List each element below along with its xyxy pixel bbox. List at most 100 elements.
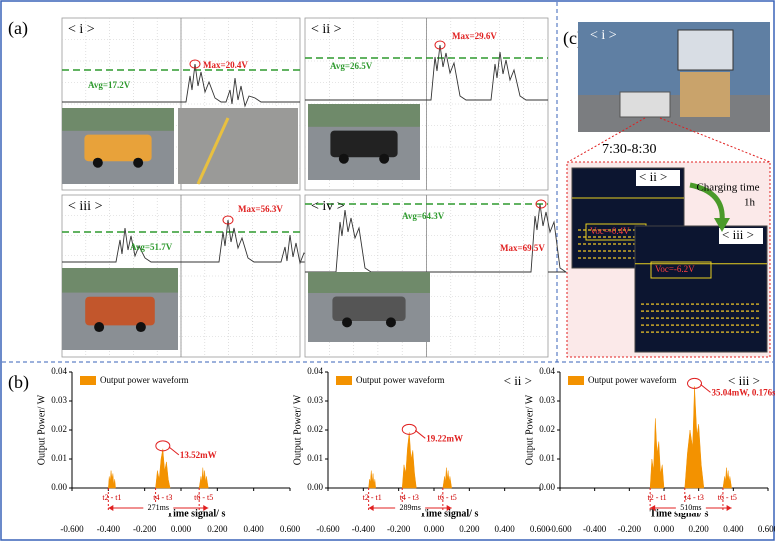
x-tick-label: -0.200 bbox=[133, 524, 157, 534]
max-label: Max=69.5V bbox=[500, 243, 545, 253]
x-tick-label: -0.600 bbox=[548, 524, 572, 534]
wheel bbox=[93, 158, 103, 168]
y-tick-label: 0.04 bbox=[307, 366, 323, 376]
interval-label: t6 - t5 bbox=[194, 493, 213, 502]
peak-label: 35.04mW, 0.176s bbox=[712, 387, 775, 397]
instrument bbox=[620, 92, 670, 117]
x-tick-label: 0.000 bbox=[171, 524, 192, 534]
y-tick-label: 0.03 bbox=[307, 395, 323, 405]
y-axis-label: Output Power/ W bbox=[36, 394, 47, 465]
y-tick-label: 0.00 bbox=[539, 482, 555, 492]
wheel bbox=[136, 322, 146, 332]
y-tick-label: 0.03 bbox=[539, 395, 555, 405]
photo-bg bbox=[308, 272, 430, 293]
panel-label: (a) bbox=[8, 18, 28, 39]
vehicle bbox=[84, 135, 151, 162]
x-tick-label: -0.600 bbox=[60, 524, 84, 534]
x-tick-label: 0.400 bbox=[244, 524, 265, 534]
wheel bbox=[339, 154, 349, 164]
y-tick-label: 0.02 bbox=[51, 424, 67, 434]
y-tick-label: 0.01 bbox=[51, 453, 67, 463]
y-axis-label: Output Power/ W bbox=[292, 394, 303, 465]
x-tick-label: 0.600 bbox=[758, 524, 775, 534]
vehicle bbox=[332, 297, 405, 322]
wheel bbox=[342, 317, 352, 327]
screen-tag: < iv > bbox=[311, 199, 345, 214]
span-label: 289ms bbox=[399, 503, 420, 512]
y-tick-label: 0.04 bbox=[51, 366, 67, 376]
interval-label: t2 - t1 bbox=[363, 493, 382, 502]
interval-label: t4 - t3 bbox=[400, 493, 419, 502]
y-tick-label: 0.01 bbox=[307, 453, 323, 463]
photo bbox=[178, 108, 298, 184]
peak-label: 13.52mW bbox=[180, 450, 217, 460]
x-tick-label: -0.600 bbox=[316, 524, 340, 534]
avg-label: Avg=26.5V bbox=[330, 61, 373, 71]
x-tick-label: -0.200 bbox=[387, 524, 411, 534]
x-tick-label: 0.200 bbox=[689, 524, 710, 534]
y-axis-label: Output Power/ W bbox=[524, 394, 535, 465]
page: (a) (c) (b) < i >Max=20.4VAvg=17.2V< ii … bbox=[0, 0, 775, 541]
x-tick-label: -0.400 bbox=[352, 524, 376, 534]
interval-label: t2 - t1 bbox=[648, 493, 667, 502]
y-tick-label: 0.02 bbox=[539, 424, 555, 434]
x-axis-label: Time signal/ s bbox=[420, 508, 479, 519]
legend-swatch bbox=[568, 376, 584, 385]
vehicle bbox=[85, 297, 155, 326]
arrow-sublabel: 1h bbox=[744, 197, 756, 209]
wheel bbox=[133, 158, 143, 168]
y-tick-label: 0.04 bbox=[539, 366, 555, 376]
interval-label: t4 - t3 bbox=[685, 493, 704, 502]
y-tick-label: 0.00 bbox=[307, 482, 323, 492]
panel-label: (b) bbox=[8, 372, 29, 393]
x-tick-label: 0.000 bbox=[654, 524, 675, 534]
interval-label: t4 - t3 bbox=[153, 493, 172, 502]
voltage-label: Voc=-6.2V bbox=[655, 264, 695, 274]
peak-label: 19.22mW bbox=[426, 433, 463, 443]
wheel bbox=[386, 317, 396, 327]
photo-tag: < i > bbox=[590, 28, 617, 43]
y-tick-label: 0.01 bbox=[539, 453, 555, 463]
avg-label: Avg=51.7V bbox=[130, 242, 173, 252]
x-tick-label: -0.400 bbox=[97, 524, 121, 534]
screen-tag: < ii > bbox=[311, 22, 342, 37]
legend-label: Output power waveform bbox=[100, 375, 188, 385]
legend-swatch bbox=[80, 376, 96, 385]
scope-screen bbox=[635, 226, 767, 352]
interval-label: t6 - t5 bbox=[438, 493, 457, 502]
x-tick-label: 0.400 bbox=[495, 524, 516, 534]
time-label: 7:30-8:30 bbox=[602, 142, 656, 157]
wheel bbox=[94, 322, 104, 332]
x-tick-label: -0.400 bbox=[583, 524, 607, 534]
x-tick-label: -0.200 bbox=[618, 524, 642, 534]
y-tick-label: 0.02 bbox=[307, 424, 323, 434]
photo-ground bbox=[578, 95, 770, 132]
x-tick-label: 0.400 bbox=[723, 524, 744, 534]
scope-screen: < ii > Max=29.6V Avg=26.5V bbox=[305, 18, 548, 190]
max-label: Max=56.3V bbox=[238, 204, 283, 214]
legend-label: Output power waveform bbox=[356, 375, 444, 385]
photo-bg bbox=[62, 268, 178, 293]
panel-tag: < ii > bbox=[504, 373, 532, 388]
figure: (a) (c) (b) < i >Max=20.4VAvg=17.2V< ii … bbox=[0, 0, 775, 541]
panel-tag: < iii > bbox=[728, 373, 760, 388]
voltage-label: Voc=-0.4V bbox=[590, 226, 630, 236]
x-tick-label: 0.200 bbox=[459, 524, 480, 534]
laptop bbox=[678, 30, 733, 70]
x-tick-label: 0.600 bbox=[280, 524, 301, 534]
y-tick-label: 0.00 bbox=[51, 482, 67, 492]
screen-tag: < i > bbox=[68, 22, 95, 37]
legend-swatch bbox=[336, 376, 352, 385]
span-label: 271ms bbox=[148, 503, 169, 512]
photo-bg bbox=[62, 108, 174, 131]
interval-label: t6 - t5 bbox=[718, 493, 737, 502]
span-label: 510ms bbox=[680, 503, 701, 512]
wheel bbox=[379, 154, 389, 164]
vehicle bbox=[330, 131, 397, 158]
screen-tag: < ii > bbox=[639, 169, 667, 184]
max-label: Max=29.6V bbox=[452, 31, 497, 41]
arrow-label: Charging time bbox=[696, 182, 759, 194]
